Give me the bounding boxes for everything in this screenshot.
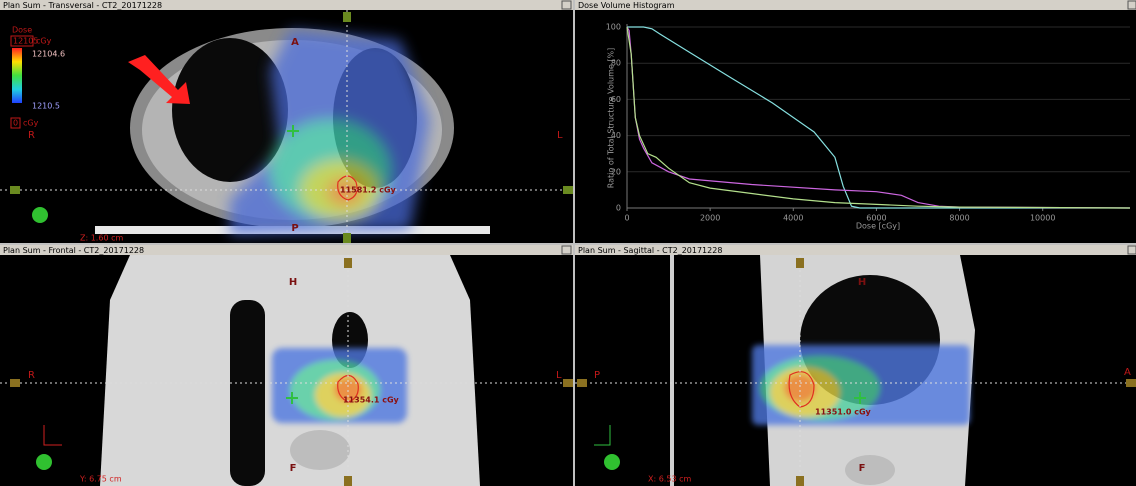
- dvh-chart: 0 20 40 60 80 100 0 2000 4000 6000 8000 10000: [606, 23, 1131, 223]
- orientation-label: F: [859, 463, 866, 474]
- marker: [343, 233, 351, 243]
- x-tick-label: 10000: [1030, 214, 1055, 223]
- maximize-button[interactable]: [1127, 0, 1136, 10]
- marker: [563, 379, 573, 387]
- orientation-label: P: [291, 223, 298, 234]
- x-tick-label: 8000: [949, 214, 969, 223]
- frontal-view: [0, 255, 573, 486]
- point-dose: 11351.0 cGy: [815, 408, 872, 417]
- maximize-button[interactable]: [1127, 245, 1136, 255]
- panel-title: Plan Sum - Transversal - CT2_20171228: [3, 1, 162, 10]
- scale-max: 12104.6: [32, 50, 65, 59]
- dose-min: 0: [13, 119, 18, 128]
- marker: [577, 379, 587, 387]
- patient-icon: [36, 454, 52, 470]
- dose-unit: cGy: [23, 119, 39, 128]
- organ: [845, 455, 895, 485]
- panel-header: [0, 245, 573, 255]
- patient-icon: [32, 207, 48, 223]
- y-tick-label: 80: [611, 59, 621, 68]
- marker: [563, 186, 573, 194]
- panel-title: Plan Sum - Frontal - CT2_20171228: [3, 246, 144, 255]
- marker: [10, 379, 20, 387]
- maximize-button[interactable]: [561, 0, 572, 10]
- y-tick-label: 100: [606, 23, 621, 32]
- isocenter: [854, 392, 866, 404]
- marker: [796, 258, 804, 268]
- lung: [230, 300, 265, 486]
- marker: [10, 186, 20, 194]
- maximize-button[interactable]: [561, 245, 572, 255]
- panel-title: Dose Volume Histogram: [578, 1, 675, 10]
- sagittal-view: [575, 255, 1136, 486]
- y-axis-label: Ratio of Total Structure Volume [%]: [607, 48, 616, 188]
- slice-position: Y: 6.75 cm: [79, 475, 122, 484]
- target-contour: [337, 374, 359, 403]
- slice-position: Z: 1.60 cm: [80, 234, 123, 243]
- orientation-label: R: [28, 370, 35, 381]
- dvh-curve: [626, 26, 1131, 209]
- x-tick-label: 6000: [866, 214, 886, 223]
- orientation-label: H: [858, 277, 866, 288]
- panel-title: Plan Sum - Sagittal - CT2_20171228: [578, 246, 722, 255]
- orientation-label: L: [556, 370, 562, 381]
- y-tick-label: 60: [611, 95, 621, 104]
- x-tick-label: 0: [624, 214, 629, 223]
- point-dose: 11354.1 cGy: [343, 396, 400, 405]
- lung-right: [172, 38, 288, 182]
- patient-icon: [604, 454, 620, 470]
- marker: [343, 12, 351, 22]
- marker: [344, 476, 352, 486]
- color-bar: [12, 48, 22, 103]
- panel-header: [0, 0, 573, 10]
- point-dose: 11581.2 cGy: [340, 186, 397, 195]
- orientation-label: A: [1124, 367, 1131, 378]
- dose-box: [10, 35, 34, 47]
- axis-icon: [43, 425, 62, 446]
- orientation-label: R: [28, 130, 35, 141]
- y-tick-label: 20: [611, 167, 621, 176]
- transversal-view: [0, 10, 573, 243]
- scale-min: 1210.5: [32, 102, 60, 111]
- marker: [344, 258, 352, 268]
- dose-wash: [272, 348, 407, 423]
- axis-icon: [594, 425, 611, 446]
- couch-edge: [670, 255, 674, 486]
- x-tick-label: 2000: [700, 214, 720, 223]
- panel-header: [575, 0, 1136, 10]
- x-tick-label: 4000: [783, 214, 803, 223]
- orientation-label: L: [557, 130, 563, 141]
- isocenter: [286, 392, 298, 404]
- y-tick-label: 40: [611, 131, 621, 140]
- red-arrow: [128, 55, 190, 104]
- dose-max: 12105: [13, 37, 38, 46]
- dose-label: Dose: [12, 26, 32, 35]
- panel-header: [575, 245, 1136, 255]
- orientation-label: P: [594, 370, 600, 381]
- marker: [1126, 379, 1136, 387]
- marker: [796, 476, 804, 486]
- x-axis-label: Dose [cGy]: [856, 222, 900, 231]
- isocenter: [287, 125, 299, 137]
- orientation-label: F: [290, 463, 297, 474]
- organ: [290, 430, 350, 470]
- orientation-label: H: [289, 277, 297, 288]
- orientation-label: A: [291, 37, 299, 48]
- y-tick-label: 0: [616, 204, 621, 213]
- dose-unit: cGy: [36, 37, 52, 46]
- slice-position: X: 6.53 cm: [648, 475, 691, 484]
- dose-box: [10, 117, 21, 129]
- dvh-bg: [575, 10, 1136, 243]
- target-contour: [788, 371, 815, 408]
